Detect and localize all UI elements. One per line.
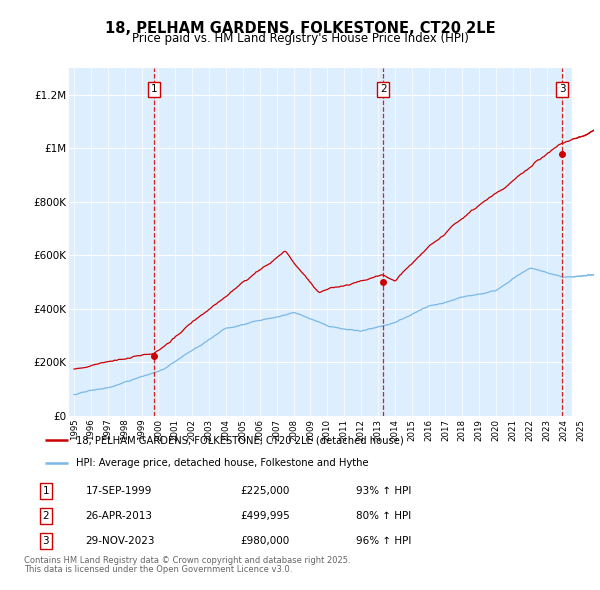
Text: 1: 1 bbox=[151, 84, 157, 94]
Bar bbox=[572, 68, 600, 416]
Text: £225,000: £225,000 bbox=[240, 486, 290, 496]
Text: HPI: Average price, detached house, Folkestone and Hythe: HPI: Average price, detached house, Folk… bbox=[77, 458, 369, 468]
Text: 18, PELHAM GARDENS, FOLKESTONE, CT20 2LE (detached house): 18, PELHAM GARDENS, FOLKESTONE, CT20 2LE… bbox=[77, 435, 404, 445]
Text: 3: 3 bbox=[43, 536, 49, 546]
Text: 2: 2 bbox=[43, 512, 49, 521]
Text: 26-APR-2013: 26-APR-2013 bbox=[86, 512, 152, 521]
Text: This data is licensed under the Open Government Licence v3.0.: This data is licensed under the Open Gov… bbox=[24, 565, 292, 574]
Text: 17-SEP-1999: 17-SEP-1999 bbox=[86, 486, 152, 496]
Text: 1: 1 bbox=[43, 486, 49, 496]
Text: 2: 2 bbox=[380, 84, 386, 94]
Text: £499,995: £499,995 bbox=[240, 512, 290, 521]
Text: 93% ↑ HPI: 93% ↑ HPI bbox=[356, 486, 412, 496]
Text: 29-NOV-2023: 29-NOV-2023 bbox=[86, 536, 155, 546]
Text: 80% ↑ HPI: 80% ↑ HPI bbox=[356, 512, 412, 521]
Text: £980,000: £980,000 bbox=[240, 536, 289, 546]
Text: 18, PELHAM GARDENS, FOLKESTONE, CT20 2LE: 18, PELHAM GARDENS, FOLKESTONE, CT20 2LE bbox=[104, 21, 496, 35]
Text: Price paid vs. HM Land Registry's House Price Index (HPI): Price paid vs. HM Land Registry's House … bbox=[131, 32, 469, 45]
Text: 96% ↑ HPI: 96% ↑ HPI bbox=[356, 536, 412, 546]
Text: Contains HM Land Registry data © Crown copyright and database right 2025.: Contains HM Land Registry data © Crown c… bbox=[24, 556, 350, 565]
Text: 3: 3 bbox=[559, 84, 565, 94]
